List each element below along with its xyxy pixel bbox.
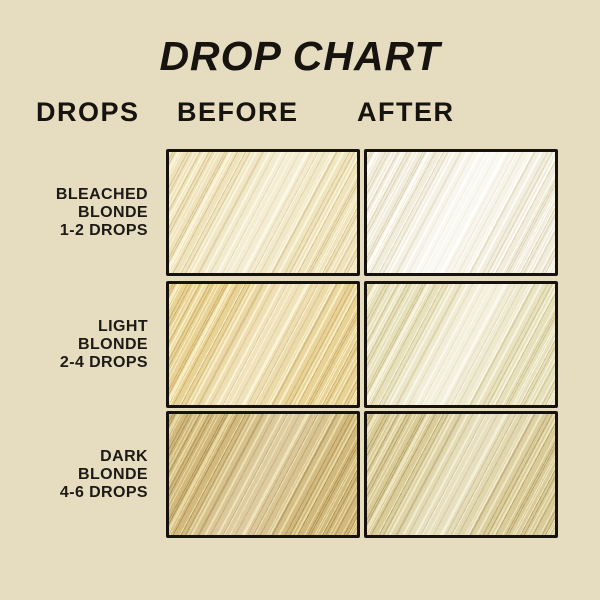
hair-swatch-light-blonde-before <box>166 281 360 408</box>
row-label-line: BLONDE <box>78 465 148 483</box>
row-label-line: 4-6 DROPS <box>59 483 148 501</box>
hair-swatch-bleached-blonde-before <box>166 149 360 276</box>
column-header-drops: DROPS <box>36 97 140 127</box>
row-label-line: LIGHT <box>98 317 148 335</box>
page-title: DROP CHART <box>159 33 441 79</box>
row-label-line: BLONDE <box>78 335 148 353</box>
row-label-dark-blonde: DARK BLONDE 4-6 DROPS <box>0 411 148 538</box>
row-label-light-blonde: LIGHT BLONDE 2-4 DROPS <box>0 281 148 408</box>
hair-swatch-bleached-blonde-after <box>364 149 558 276</box>
row-label-line: 1-2 DROPS <box>59 221 148 239</box>
hair-swatch-dark-blonde-before <box>166 411 360 538</box>
column-header-after: AFTER <box>357 97 455 127</box>
hair-swatch-dark-blonde-after <box>364 411 558 538</box>
row-label-line: BLEACHED <box>55 185 148 203</box>
row-label-line: BLONDE <box>78 203 148 221</box>
row-label-line: 2-4 DROPS <box>59 353 148 371</box>
row-label-line: DARK <box>100 447 148 465</box>
column-header-before: BEFORE <box>177 97 299 127</box>
hair-swatch-light-blonde-after <box>364 281 558 408</box>
row-label-bleached-blonde: BLEACHED BLONDE 1-2 DROPS <box>0 149 148 276</box>
